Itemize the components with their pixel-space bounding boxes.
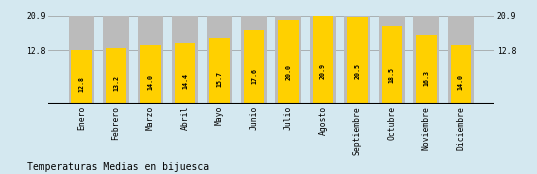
Bar [137, 16, 163, 104]
Bar [347, 17, 368, 104]
Text: 12.8: 12.8 [78, 76, 84, 92]
Bar [451, 45, 471, 104]
Bar [69, 16, 95, 104]
Text: 14.0: 14.0 [458, 74, 464, 90]
Bar [381, 26, 402, 104]
Bar [71, 50, 92, 104]
Text: Temperaturas Medias en bijuesca: Temperaturas Medias en bijuesca [27, 162, 209, 172]
Bar [172, 16, 198, 104]
Bar [241, 16, 267, 104]
Bar [175, 43, 195, 104]
Bar [275, 16, 301, 104]
Bar [310, 16, 336, 104]
Bar [448, 16, 474, 104]
Bar [413, 16, 439, 104]
Bar [209, 38, 230, 104]
Text: 20.0: 20.0 [286, 64, 292, 80]
Bar [344, 16, 371, 104]
Bar [103, 16, 129, 104]
Text: 14.4: 14.4 [182, 73, 188, 89]
Bar [379, 16, 405, 104]
Bar [207, 16, 233, 104]
Bar [416, 35, 437, 104]
Text: 18.5: 18.5 [389, 67, 395, 83]
Text: 16.3: 16.3 [423, 70, 430, 86]
Text: 14.0: 14.0 [148, 74, 154, 90]
Bar [278, 20, 299, 104]
Text: 17.6: 17.6 [251, 68, 257, 84]
Text: 13.2: 13.2 [113, 75, 119, 91]
Bar [140, 45, 161, 104]
Text: 20.9: 20.9 [320, 63, 326, 79]
Text: 15.7: 15.7 [216, 71, 222, 87]
Text: 20.5: 20.5 [354, 63, 360, 79]
Bar [313, 16, 333, 104]
Bar [106, 48, 126, 104]
Bar [244, 30, 264, 104]
